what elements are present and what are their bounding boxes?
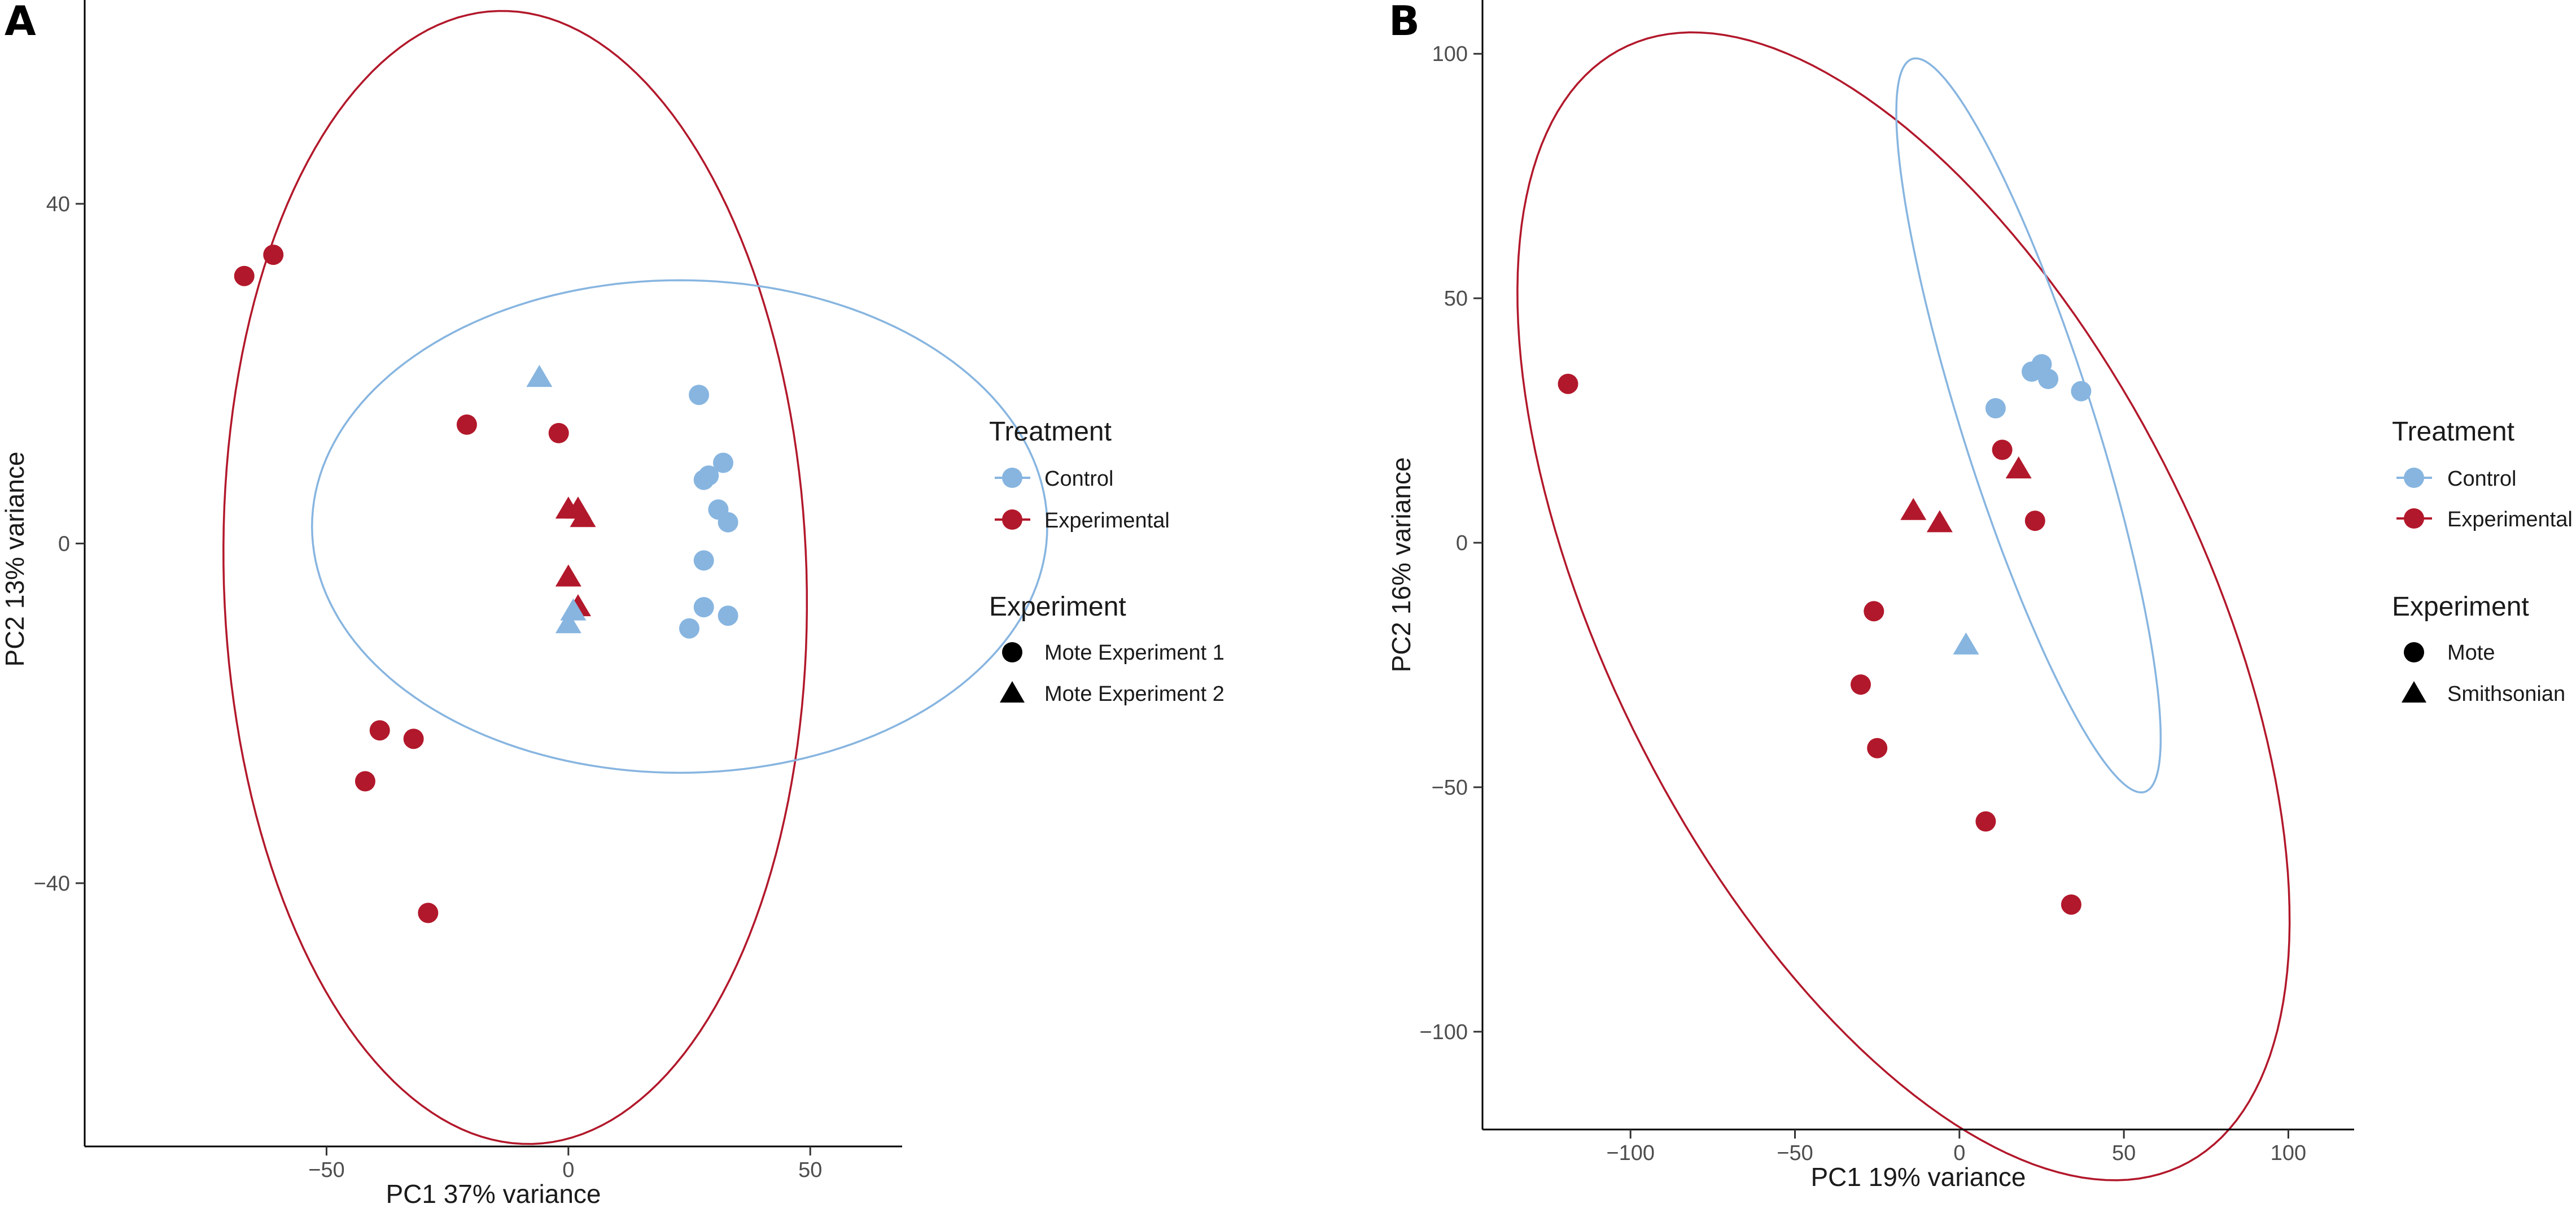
x-tick-label: 100 bbox=[2271, 1141, 2306, 1165]
panel-label: A bbox=[5, 0, 36, 45]
legend-title-treatment: Treatment bbox=[989, 417, 1112, 447]
point-experimental-triangle bbox=[2005, 456, 2032, 479]
point-control-circle bbox=[718, 605, 738, 626]
legend-title-treatment: Treatment bbox=[2392, 417, 2514, 447]
point-experimental-circle bbox=[1867, 738, 1888, 758]
point-experimental-circle bbox=[355, 771, 375, 792]
legend-label-experiment-1: Mote Experiment 1 bbox=[1044, 641, 1224, 665]
y-tick-label: −50 bbox=[1432, 776, 1468, 800]
x-tick-label: −100 bbox=[1606, 1141, 1655, 1165]
point-experimental-circle bbox=[1851, 674, 1871, 695]
y-axis-title: PC2 16% variance bbox=[1387, 457, 1416, 673]
point-control-circle bbox=[693, 550, 714, 571]
x-tick-label: 50 bbox=[798, 1158, 822, 1182]
legend-label-experiment-2: Mote Experiment 2 bbox=[1044, 682, 1224, 706]
point-experimental-circle bbox=[1975, 811, 1996, 832]
y-tick-label: −100 bbox=[1419, 1021, 1468, 1044]
plot-area bbox=[222, 10, 1048, 1145]
x-tick-label: 0 bbox=[1953, 1141, 1965, 1165]
legend-label-smithsonian: Smithsonian bbox=[2447, 682, 2565, 706]
legend-key-triangle bbox=[1000, 681, 1025, 703]
y-axis-title: PC2 13% variance bbox=[0, 452, 29, 667]
legend-label-control: Control bbox=[1044, 467, 1114, 491]
legend-label-experimental: Experimental bbox=[2447, 508, 2573, 531]
x-tick-label: −50 bbox=[308, 1158, 344, 1182]
point-experimental-circle bbox=[456, 414, 477, 435]
point-control-circle bbox=[2071, 381, 2092, 402]
panel-b: B −100 −50 0 50 100 100 50 0 −50 −100 PC1 19% var… bbox=[1387, 0, 2573, 1192]
ellipse-experimental bbox=[1516, 31, 2291, 1181]
point-experimental-triangle bbox=[555, 564, 581, 587]
panel-a: A −50 0 50 40 0 −40 PC1 37% variance PC2 13% … bbox=[0, 0, 1224, 1208]
point-experimental-circle bbox=[548, 422, 569, 443]
ellipse-control bbox=[1895, 57, 2162, 793]
legend-key-triangle bbox=[2402, 681, 2426, 703]
point-control-circle bbox=[689, 385, 710, 405]
point-experimental-circle bbox=[2024, 511, 2045, 531]
point-experimental-circle bbox=[263, 245, 284, 265]
point-control-circle bbox=[693, 469, 714, 490]
point-experimental-circle bbox=[1558, 373, 1578, 394]
legend-key-experimental bbox=[1002, 509, 1022, 530]
point-control-triangle bbox=[555, 611, 581, 634]
point-experimental-triangle bbox=[1926, 510, 1953, 533]
x-axis-title: PC1 37% variance bbox=[386, 1179, 601, 1208]
legend-key-experimental bbox=[2404, 508, 2424, 529]
ellipse-control bbox=[310, 279, 1048, 774]
point-control-triangle bbox=[1953, 632, 1979, 655]
legend: Treatment Control Experimental Experimen… bbox=[2392, 417, 2573, 706]
x-tick-label: −50 bbox=[1777, 1141, 1813, 1165]
legend-title-experiment: Experiment bbox=[2392, 592, 2529, 622]
y-tick-label: 40 bbox=[46, 193, 70, 216]
plot-area bbox=[1516, 31, 2291, 1181]
legend-key-circle bbox=[1002, 642, 1022, 662]
y-tick-label: −40 bbox=[34, 872, 70, 896]
point-experimental-circle bbox=[403, 729, 424, 749]
y-tick-label: 0 bbox=[1456, 531, 1468, 555]
y-tick-label: 100 bbox=[1432, 42, 1468, 66]
point-control-triangle bbox=[526, 365, 553, 387]
point-experimental-circle bbox=[2061, 894, 2081, 915]
legend-title-experiment: Experiment bbox=[989, 592, 1126, 622]
axes: −100 −50 0 50 100 100 50 0 −50 −100 bbox=[1419, 42, 2306, 1165]
legend-key-control bbox=[1002, 468, 1022, 488]
legend-key-circle bbox=[2404, 642, 2424, 662]
point-control-circle bbox=[2038, 369, 2059, 389]
point-control-circle bbox=[718, 512, 738, 533]
point-experimental-circle bbox=[418, 902, 439, 923]
y-tick-label: 50 bbox=[1444, 287, 1468, 311]
point-control-circle bbox=[1985, 398, 2006, 418]
point-control-circle bbox=[679, 618, 699, 639]
point-experimental-circle bbox=[1864, 601, 1884, 622]
panel-label: B bbox=[1389, 0, 1420, 45]
legend-label-mote: Mote bbox=[2447, 641, 2495, 665]
point-experimental-triangle bbox=[570, 505, 596, 527]
point-experimental-triangle bbox=[1900, 498, 1927, 520]
ellipse-experimental bbox=[222, 10, 808, 1145]
point-control-circle bbox=[713, 452, 733, 473]
x-tick-label: 50 bbox=[2112, 1141, 2136, 1165]
legend-label-experimental: Experimental bbox=[1044, 509, 1170, 533]
x-axis-title: PC1 19% variance bbox=[1811, 1162, 2026, 1192]
legend: Treatment Control Experimental Experimen… bbox=[989, 417, 1224, 706]
point-experimental-circle bbox=[369, 720, 390, 741]
point-experimental-circle bbox=[1992, 439, 2013, 460]
legend-label-control: Control bbox=[2447, 467, 2517, 491]
axes: −50 0 50 40 0 −40 bbox=[34, 193, 823, 1182]
legend-key-control bbox=[2404, 468, 2424, 488]
y-tick-label: 0 bbox=[58, 532, 70, 556]
x-tick-label: 0 bbox=[562, 1158, 574, 1182]
point-experimental-circle bbox=[234, 265, 255, 286]
point-control-circle bbox=[693, 597, 714, 618]
